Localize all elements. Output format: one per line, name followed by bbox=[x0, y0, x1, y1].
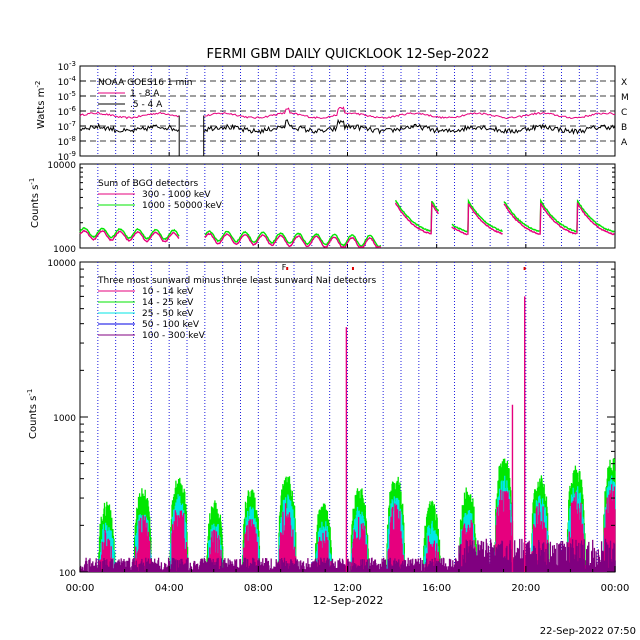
bgo-legend-label: 1000 - 50000 keV bbox=[142, 201, 223, 211]
x-axis-label: 12-Sep-2022 bbox=[313, 594, 384, 607]
flare-class-label-M: M bbox=[621, 93, 629, 103]
x-tick-label: 00:00 bbox=[66, 583, 95, 594]
bgo-y-tick-label: 1000 bbox=[53, 245, 76, 255]
x-tick-label: 16:00 bbox=[422, 583, 451, 594]
nai-flag-mark: F bbox=[282, 263, 287, 272]
goes-y-axis-label: Watts m-2 bbox=[34, 81, 47, 129]
goes-series-long bbox=[79, 106, 616, 120]
goes-legend-label: .5 - 4 A bbox=[130, 100, 163, 110]
x-tick-label: 12:00 bbox=[333, 583, 362, 594]
chart-title: FERMI GBM DAILY QUICKLOOK 12-Sep-2022 bbox=[207, 47, 490, 62]
nai-legend-title: Three most sunward minus three least sun… bbox=[97, 276, 376, 286]
goes-y-tick-label: 10-3 bbox=[58, 60, 76, 73]
nai-flag-dot bbox=[286, 267, 289, 270]
goes-y-tick-label: 10-8 bbox=[58, 135, 76, 148]
bgo-y-axis-label: Counts s-1 bbox=[28, 178, 41, 228]
goes-legend-title: NOAA GOES16 1 min bbox=[98, 78, 192, 88]
nai-legend-label: 10 - 14 keV bbox=[142, 287, 194, 297]
bgo-y-tick-label: 10000 bbox=[47, 161, 76, 171]
nai-y-tick-label: 10000 bbox=[47, 259, 76, 269]
nai-flag-dot bbox=[351, 267, 354, 270]
bgo-series-1000-50000 bbox=[79, 198, 615, 249]
flare-class-label-B: B bbox=[621, 123, 627, 133]
bgo-legend-label: 300 - 1000 keV bbox=[142, 190, 211, 200]
nai-legend-label: 50 - 100 keV bbox=[142, 320, 200, 330]
goes-series-short bbox=[79, 118, 616, 136]
bgo-legend-title: Sum of BGO detectors bbox=[98, 179, 199, 189]
x-tick-label: 20:00 bbox=[511, 583, 540, 594]
flare-class-label-C: C bbox=[621, 108, 627, 118]
goes-y-tick-label: 10-5 bbox=[58, 90, 76, 103]
flare-class-label-A: A bbox=[621, 138, 628, 148]
x-tick-label: 04:00 bbox=[155, 583, 184, 594]
footer-timestamp: 22-Sep-2022 07:50 bbox=[540, 626, 636, 637]
goes-y-tick-label: 10-6 bbox=[58, 105, 77, 118]
goes-y-tick-label: 10-4 bbox=[58, 75, 77, 88]
nai-flag-dot bbox=[523, 267, 526, 270]
goes-y-tick-label: 10-7 bbox=[58, 120, 76, 133]
goes-legend-label: 1 - 8 A bbox=[130, 89, 160, 99]
flare-class-label-X: X bbox=[621, 78, 627, 88]
x-tick-label: 08:00 bbox=[244, 583, 273, 594]
nai-legend-label: 100 - 300 keV bbox=[142, 331, 206, 341]
nai-legend-label: 25 - 50 keV bbox=[142, 309, 194, 319]
nai-y-tick-label: 100 bbox=[59, 569, 76, 579]
nai-y-tick-label: 1000 bbox=[53, 414, 76, 424]
x-tick-label: 00:00 bbox=[601, 583, 630, 594]
bgo-series-300-1000 bbox=[79, 201, 615, 248]
nai-legend-label: 14 - 25 keV bbox=[142, 298, 194, 308]
nai-y-axis-label: Counts s-1 bbox=[26, 389, 39, 439]
data-layer bbox=[79, 106, 616, 572]
